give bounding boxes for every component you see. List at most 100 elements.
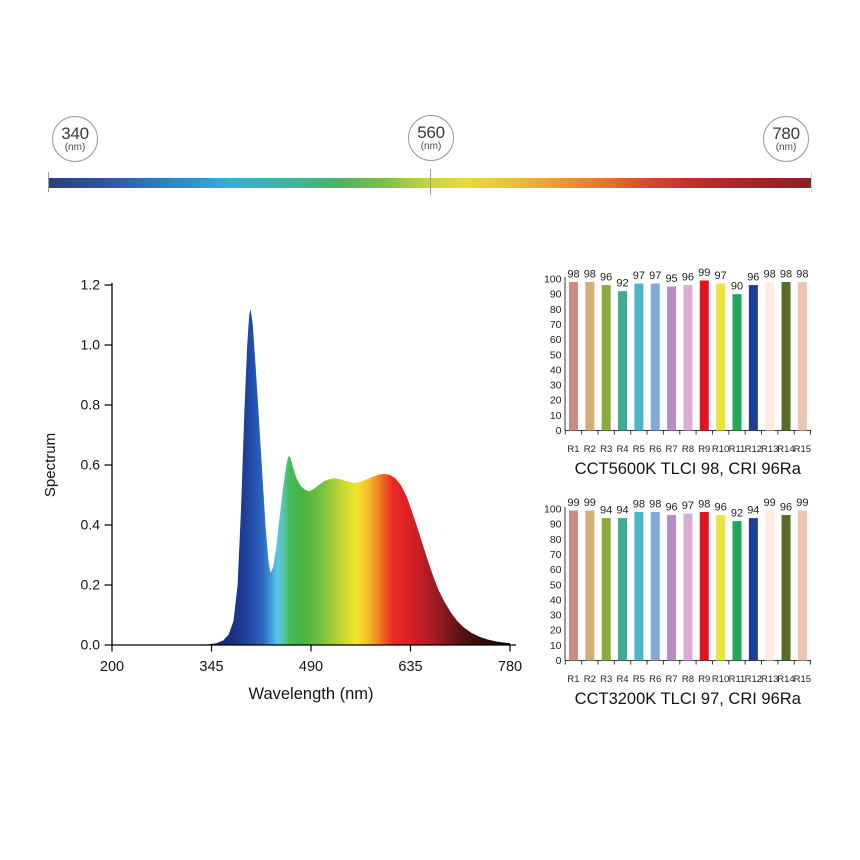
bar-R10 [716,283,726,431]
bar-R11 [732,294,742,431]
bar-R12 [748,285,758,431]
bar-R14 [781,282,791,431]
spectrum-area [112,309,510,645]
chart-title: CCT3200K TLCI 97, CRI 96Ra [575,690,802,708]
bar-R14 [781,515,791,661]
gradient-tick-560 [429,169,431,195]
bar-value-label: 94 [600,505,612,517]
gradient-tick-start [47,172,49,192]
bar-R1 [569,510,578,661]
bar-R10 [716,515,726,661]
bar-value-label: 98 [567,269,579,281]
bar-category-label: R1 [567,444,579,455]
y-tick-label: 100 [544,274,562,286]
bar-category-label: R7 [665,444,677,455]
wavelength-marker-unit: (nm) [775,142,797,153]
bar-category-label: R10 [712,444,729,455]
bar-category-label: R9 [698,444,710,455]
bar-value-label: 98 [649,499,661,511]
y-tick-label: 100 [544,504,562,516]
y-tick-label: 30 [550,380,562,392]
y-tick-label: 40 [550,364,562,376]
bar-R4 [618,518,628,661]
cri-chart-5600k: 0 10 20 30 40 50 60 70 80 90 100 98 R1 98 R2 96 R3 92 R4 97… [544,267,811,478]
y-tick-label: 0.4 [81,517,101,533]
y-tick-label: 20 [550,625,562,637]
bar-R8 [683,513,693,661]
bar-category-label: R5 [633,674,645,685]
bar-value-label: 95 [665,273,677,285]
spectrum-chart: 0.0 0.2 0.4 0.6 0.8 1.0 1.2 200 345 490 635 780 Wave… [42,277,522,704]
bar-category-label: R7 [665,674,677,685]
bar-category-label: R6 [649,674,661,685]
bar-R7 [667,286,677,431]
y-tick-label: 80 [550,534,562,546]
bar-R9 [699,512,709,661]
bar-value-label: 92 [616,278,628,290]
bar-R4 [618,291,628,431]
bar-value-label: 96 [715,502,727,514]
bar-R12 [748,518,758,661]
y-tick-label: 0 [556,655,562,667]
bar-category-label: R3 [600,674,612,685]
y-tick-label: 70 [550,549,562,561]
bar-category-label: R6 [649,444,661,455]
bar-R13 [765,510,775,661]
y-tick-label: 30 [550,610,562,622]
bar-value-label: 97 [649,270,661,282]
bar-R13 [765,282,775,431]
wavelength-marker-value: 560 [417,123,445,142]
bar-R2 [585,282,595,431]
bar-value-label: 96 [780,502,792,514]
bar-category-label: R15 [794,444,811,455]
y-tick-label: 60 [550,564,562,576]
bar-R1 [569,282,578,431]
y-tick-label: 70 [550,319,562,331]
y-tick-label: 1.0 [81,337,101,353]
x-tick-label: 345 [199,659,223,675]
bar-value-label: 98 [780,269,792,281]
bar-R15 [797,282,807,431]
bar-value-label: 96 [747,272,759,284]
bar-value-label: 94 [747,505,759,517]
y-tick-label: 0.0 [81,637,101,653]
y-tick-label: 10 [550,640,562,652]
bar-R6 [650,512,660,661]
y-tick-label: 0.2 [81,577,101,593]
bar-category-label: R8 [682,674,694,685]
bar-category-label: R2 [584,674,596,685]
wavelength-marker-780: 780 (nm) [763,116,809,162]
bar-category-label: R11 [729,444,746,455]
x-tick-label: 780 [498,659,522,675]
y-tick-label: 80 [550,304,562,316]
bar-category-label: R11 [729,674,746,685]
wavelength-marker-560: 560 (nm) [408,115,454,161]
bar-value-label: 96 [665,502,677,514]
wavelength-marker-340: 340 (nm) [52,116,98,162]
bar-category-label: R12 [745,444,762,455]
bar-category-label: R13 [761,444,778,455]
bar-value-label: 99 [584,497,596,509]
bar-R8 [683,285,693,431]
y-tick-label: 50 [550,579,562,591]
bar-value-label: 98 [764,269,776,281]
x-axis-title: Wavelength (nm) [248,685,373,703]
bar-R2 [585,510,595,661]
gradient-tick-end [810,172,812,192]
y-tick-label: 20 [550,395,562,407]
bar-R7 [667,515,677,661]
bar-value-label: 96 [682,272,694,284]
bar-value-label: 96 [600,272,612,284]
bar-category-label: R14 [777,674,794,685]
bar-value-label: 98 [584,269,596,281]
bar-R5 [634,512,644,661]
bar-value-label: 92 [731,508,743,520]
x-tick-label: 635 [398,659,422,675]
bar-value-label: 98 [796,269,808,281]
bar-value-label: 98 [633,499,645,511]
chart-title: CCT5600K TLCI 98, CRI 96Ra [575,460,802,478]
bar-category-label: R1 [567,674,579,685]
bar-category-label: R15 [794,674,811,685]
y-tick-label: 90 [550,519,562,531]
